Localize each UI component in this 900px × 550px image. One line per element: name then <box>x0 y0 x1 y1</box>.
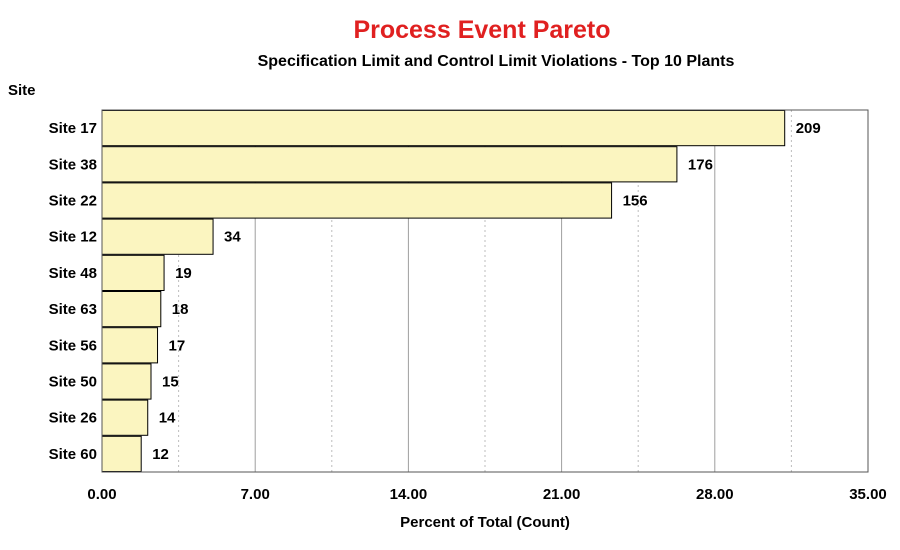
y-tick-label: Site 17 <box>49 120 97 137</box>
y-tick-label: Site 26 <box>49 410 97 427</box>
x-tick-label: 14.00 <box>390 486 428 503</box>
plot-frame <box>101 109 869 473</box>
data-label: 209 <box>796 120 821 137</box>
bar <box>101 399 149 436</box>
data-label: 34 <box>224 229 241 246</box>
y-tick-label: Site 60 <box>49 446 97 463</box>
y-tick-label: Site 63 <box>49 301 97 318</box>
x-tick-label: 0.00 <box>87 486 116 503</box>
data-label: 17 <box>169 337 186 354</box>
bar <box>101 110 786 147</box>
bar <box>101 146 678 183</box>
x-tick-label: 7.00 <box>241 486 270 503</box>
data-label: 176 <box>688 156 713 173</box>
chart-subtitle: Specification Limit and Control Limit Vi… <box>258 53 735 70</box>
y-axis-label: Site <box>8 82 36 99</box>
labels: 0.00 7.00 14.00 21.00 28.00 35.00 Site 17 209 Si… <box>49 120 887 503</box>
y-tick-label: Site 12 <box>49 229 97 246</box>
data-label: 18 <box>172 301 189 318</box>
x-tick-label: 28.00 <box>696 486 734 503</box>
chart-title: Process Event Pareto <box>353 16 610 44</box>
bar <box>101 291 162 328</box>
bar <box>101 254 165 292</box>
data-label: 15 <box>162 374 179 391</box>
bar <box>101 218 214 255</box>
y-tick-label: Site 38 <box>49 156 97 173</box>
bar <box>101 435 142 472</box>
data-label: 12 <box>152 446 169 463</box>
y-tick-label: Site 48 <box>49 265 97 282</box>
bar <box>101 182 613 219</box>
x-tick-label: 21.00 <box>543 486 581 503</box>
data-label: 14 <box>159 410 176 427</box>
bar <box>101 327 159 364</box>
y-tick-label: Site 22 <box>49 193 97 210</box>
y-tick-label: Site 50 <box>49 374 97 391</box>
x-tick-label: 35.00 <box>849 486 887 503</box>
x-axis-label: Percent of Total (Count) <box>400 514 570 531</box>
y-tick-label: Site 56 <box>49 337 97 354</box>
bars <box>101 110 786 472</box>
bar <box>101 363 152 400</box>
data-label: 19 <box>175 265 192 282</box>
data-label: 156 <box>623 193 648 210</box>
